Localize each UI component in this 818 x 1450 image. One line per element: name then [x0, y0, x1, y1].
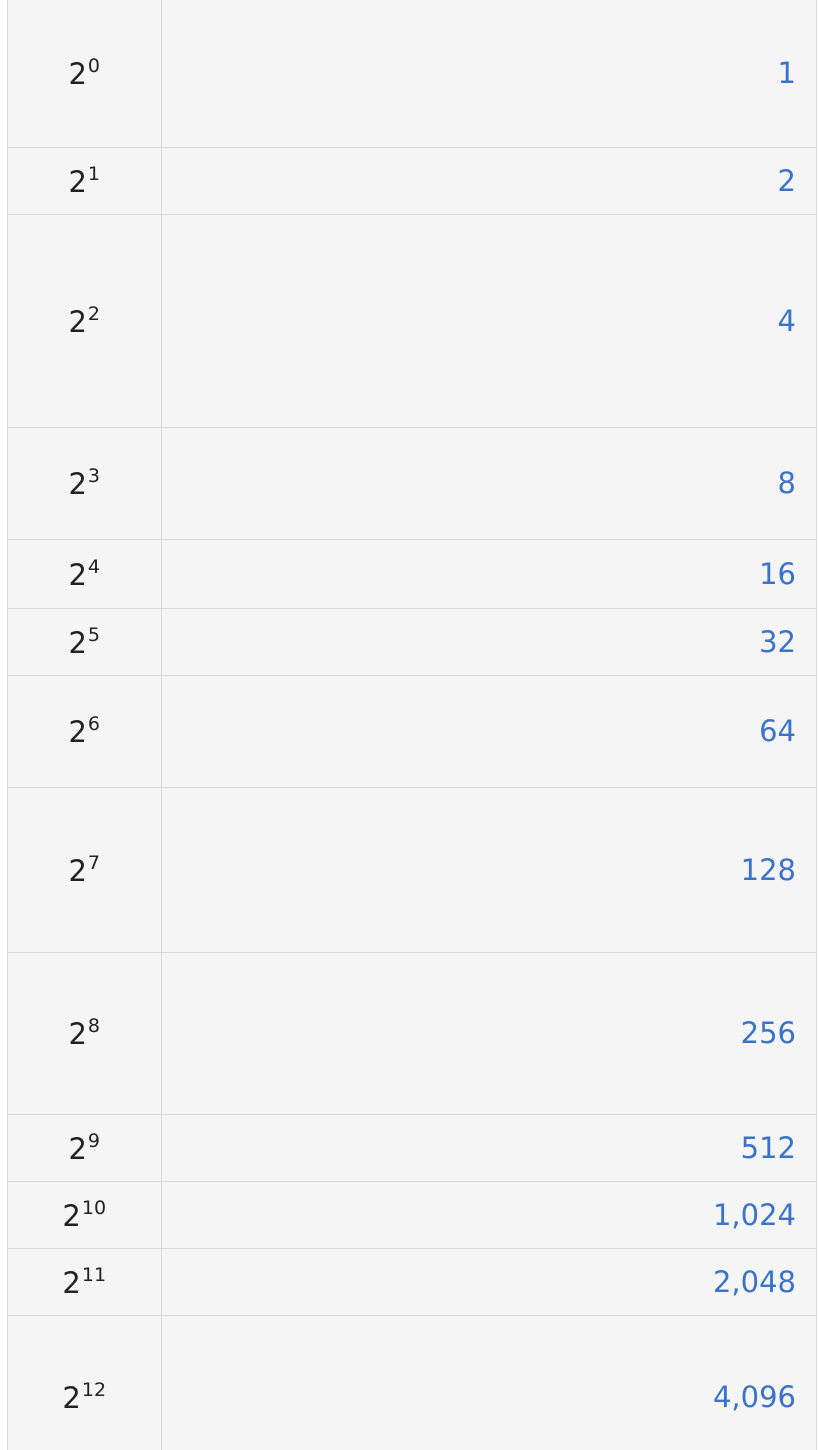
exponent-cell: 26: [8, 675, 162, 788]
exponent: 9: [87, 1129, 101, 1152]
base: 2: [68, 853, 87, 888]
table-row: 211 2,048: [8, 1248, 816, 1316]
value-link[interactable]: 4,096: [712, 1380, 796, 1415]
value-cell: 512: [161, 1114, 816, 1182]
value-link[interactable]: 256: [740, 1016, 796, 1050]
exponent: 0: [87, 55, 101, 78]
base: 2: [62, 1265, 81, 1300]
base: 2: [62, 1381, 81, 1416]
value-link[interactable]: 4: [777, 303, 796, 338]
exponent: 8: [87, 1015, 101, 1037]
table-row: 28 256: [8, 952, 816, 1115]
table-row: 23 8: [8, 427, 816, 540]
value-link[interactable]: 1,024: [712, 1197, 796, 1232]
base: 2: [68, 467, 87, 501]
exponent: 10: [81, 1196, 107, 1219]
value-link[interactable]: 128: [740, 852, 796, 887]
table-row: 26 64: [8, 675, 816, 788]
exponent-cell: 20: [8, 0, 162, 148]
table-row: 20 1: [8, 0, 816, 148]
value-link[interactable]: 2,048: [712, 1264, 796, 1299]
exponent-cell: 21: [8, 147, 162, 215]
table-row: 22 4: [8, 214, 816, 428]
value-cell: 256: [161, 952, 816, 1115]
table-row: 24 16: [8, 539, 816, 609]
value-link[interactable]: 1: [777, 56, 796, 91]
base: 2: [62, 1198, 81, 1233]
exponent: 12: [81, 1379, 107, 1402]
exponent-cell: 29: [8, 1114, 162, 1182]
exponent: 7: [87, 851, 101, 874]
base: 2: [68, 715, 87, 749]
base: 2: [68, 57, 87, 92]
base: 2: [68, 625, 87, 660]
value-cell: 1: [161, 0, 816, 148]
base: 2: [68, 557, 87, 592]
table-row: 27 128: [8, 787, 816, 953]
exponent-cell: 211: [8, 1248, 162, 1316]
exponent-cell: 22: [8, 214, 162, 428]
powers-of-two-table: 20 1 21 2 22 4 23 8 24 16 25 32: [7, 0, 817, 1450]
exponent-cell: 27: [8, 787, 162, 953]
value-link[interactable]: 32: [759, 624, 796, 659]
value-cell: 128: [161, 787, 816, 953]
exponent: 3: [87, 465, 101, 487]
base: 2: [68, 164, 87, 199]
exponent: 5: [87, 623, 101, 646]
table-row: 29 512: [8, 1114, 816, 1182]
base: 2: [68, 304, 87, 339]
value-cell: 4: [161, 214, 816, 428]
exponent-cell: 210: [8, 1181, 162, 1249]
value-cell: 1,024: [161, 1181, 816, 1249]
value-cell: 16: [161, 539, 816, 609]
value-link[interactable]: 2: [777, 163, 796, 198]
value-link[interactable]: 64: [759, 714, 796, 748]
base: 2: [68, 1131, 87, 1166]
value-cell: 4,096: [161, 1315, 816, 1450]
value-cell: 32: [161, 608, 816, 676]
table-row: 210 1,024: [8, 1181, 816, 1249]
exponent-cell: 24: [8, 539, 162, 609]
value-link[interactable]: 16: [759, 556, 796, 591]
exponent: 11: [81, 1263, 107, 1286]
exponent-cell: 28: [8, 952, 162, 1115]
table-row: 212 4,096: [8, 1315, 816, 1450]
exponent-cell: 212: [8, 1315, 162, 1450]
exponent: 6: [87, 713, 101, 735]
value-link[interactable]: 512: [740, 1130, 796, 1165]
value-cell: 2: [161, 147, 816, 215]
value-cell: 8: [161, 427, 816, 540]
value-link[interactable]: 8: [777, 466, 796, 500]
data-table: 20 1 21 2 22 4 23 8 24 16 25 32: [8, 0, 816, 1450]
exponent: 1: [87, 162, 101, 185]
exponent: 2: [87, 302, 101, 325]
exponent-cell: 25: [8, 608, 162, 676]
exponent-cell: 23: [8, 427, 162, 540]
exponent: 4: [87, 555, 101, 578]
base: 2: [68, 1017, 87, 1051]
value-cell: 64: [161, 675, 816, 788]
table-row: 25 32: [8, 608, 816, 676]
table-row: 21 2: [8, 147, 816, 215]
value-cell: 2,048: [161, 1248, 816, 1316]
